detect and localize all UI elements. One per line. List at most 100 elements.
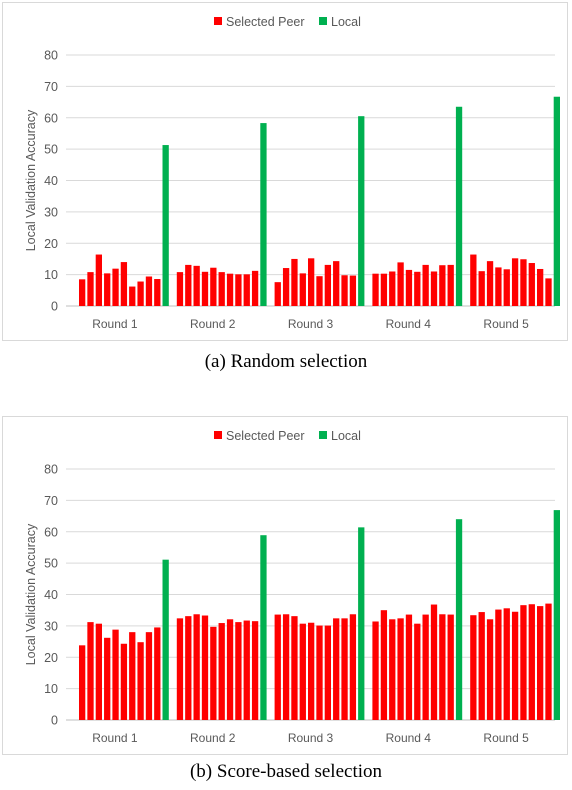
legend-label-local: Local bbox=[331, 429, 361, 443]
bar-selected-peer bbox=[218, 272, 225, 306]
x-tick-label: Round 2 bbox=[190, 731, 236, 745]
y-tick-label: 50 bbox=[44, 143, 58, 157]
bar-selected-peer bbox=[470, 254, 477, 306]
bar-selected-peer bbox=[274, 282, 281, 306]
bar-selected-peer bbox=[447, 614, 454, 720]
y-tick-label: 40 bbox=[44, 174, 58, 188]
bar-selected-peer bbox=[308, 622, 315, 720]
bar-selected-peer bbox=[299, 623, 306, 720]
bar-selected-peer bbox=[447, 264, 454, 306]
bar-selected-peer bbox=[380, 273, 388, 306]
bar-selected-peer bbox=[210, 626, 217, 720]
bar-selected-peer bbox=[87, 272, 94, 306]
y-tick-label: 70 bbox=[44, 494, 58, 508]
bar-selected-peer bbox=[79, 279, 86, 306]
bar-selected-peer bbox=[405, 614, 413, 720]
bar-selected-peer bbox=[193, 265, 200, 306]
bar-selected-peer bbox=[79, 645, 86, 720]
bar-selected-peer bbox=[486, 261, 494, 306]
bar-selected-peer bbox=[528, 263, 535, 306]
bar-selected-peer bbox=[478, 612, 485, 720]
legend-swatch-selected-peer bbox=[214, 17, 222, 25]
bar-selected-peer bbox=[511, 258, 519, 306]
bar-local bbox=[260, 123, 267, 307]
bar-selected-peer bbox=[414, 623, 421, 720]
bar-selected-peer bbox=[308, 258, 315, 306]
chart-panel-score-based: Selected Peer Local 0 10 20 30 40 50 60 70 80 Local… bbox=[0, 414, 572, 790]
bar-selected-peer bbox=[154, 627, 161, 720]
bar-selected-peer bbox=[291, 616, 298, 720]
bar-selected-peer bbox=[372, 273, 379, 306]
bar-selected-peer bbox=[470, 615, 477, 720]
bar-selected-peer bbox=[341, 618, 348, 720]
bar-selected-peer bbox=[537, 606, 544, 720]
bar-selected-peer bbox=[282, 268, 290, 306]
y-axis-label: Local Validation Accuracy bbox=[24, 523, 38, 665]
bar-local bbox=[162, 559, 169, 720]
chart-frame bbox=[2, 2, 568, 341]
bar-selected-peer bbox=[176, 618, 184, 720]
bar-selected-peer bbox=[235, 622, 242, 720]
bar-selected-peer bbox=[95, 254, 102, 306]
y-tick-label: 0 bbox=[51, 714, 58, 728]
y-tick-label: 10 bbox=[44, 268, 58, 282]
bar-local bbox=[455, 519, 463, 720]
legend-label-selected-peer: Selected Peer bbox=[226, 429, 305, 443]
bar-selected-peer bbox=[316, 625, 323, 720]
x-tick-label: Round 5 bbox=[483, 731, 529, 745]
chart-caption: (b) Score-based selection bbox=[189, 761, 383, 782]
x-tick-label: Round 3 bbox=[288, 731, 334, 745]
bar-selected-peer bbox=[316, 276, 323, 306]
bar-local bbox=[455, 106, 463, 306]
bar-selected-peer bbox=[341, 275, 348, 306]
bar-selected-peer bbox=[520, 259, 527, 306]
bar-selected-peer bbox=[112, 629, 119, 720]
bar-selected-peer bbox=[243, 620, 250, 720]
bar-selected-peer bbox=[349, 614, 357, 720]
bar-selected-peer bbox=[503, 269, 510, 306]
y-axis-label: Local Validation Accuracy bbox=[24, 109, 38, 251]
bar-local bbox=[553, 510, 560, 720]
legend-swatch-selected-peer bbox=[214, 431, 222, 439]
bar-selected-peer bbox=[193, 614, 200, 720]
bar-selected-peer bbox=[495, 609, 502, 720]
bar-selected-peer bbox=[226, 619, 234, 720]
bar-selected-peer bbox=[511, 611, 519, 720]
bar-selected-peer bbox=[282, 614, 290, 720]
y-tick-label: 0 bbox=[51, 300, 58, 314]
bar-selected-peer bbox=[545, 603, 552, 720]
bar-selected-peer bbox=[439, 265, 446, 306]
y-tick-label: 10 bbox=[44, 682, 58, 696]
bar-selected-peer bbox=[218, 623, 225, 720]
bar-selected-peer bbox=[349, 275, 357, 306]
bar-local bbox=[358, 116, 365, 307]
bar-selected-peer bbox=[389, 619, 396, 720]
bar-selected-peer bbox=[145, 632, 153, 720]
chart-frame bbox=[2, 416, 568, 755]
bar-selected-peer bbox=[397, 262, 404, 306]
bar-selected-peer bbox=[210, 267, 217, 306]
legend-swatch-local bbox=[319, 17, 327, 25]
bar-selected-peer bbox=[503, 608, 510, 720]
bar-selected-peer bbox=[120, 643, 128, 720]
y-tick-label: 60 bbox=[44, 525, 58, 539]
bar-selected-peer bbox=[185, 616, 192, 720]
bar-selected-peer bbox=[439, 614, 446, 720]
bar-selected-peer bbox=[137, 281, 144, 306]
bar-selected-peer bbox=[520, 605, 527, 720]
bar-selected-peer bbox=[430, 271, 438, 306]
bar-selected-peer bbox=[333, 261, 340, 306]
legend-swatch-local bbox=[319, 431, 327, 439]
bar-selected-peer bbox=[154, 279, 161, 306]
y-tick-label: 80 bbox=[44, 49, 58, 63]
y-tick-label: 30 bbox=[44, 619, 58, 633]
bar-selected-peer bbox=[528, 604, 535, 720]
bar-selected-peer bbox=[495, 267, 502, 306]
bar-selected-peer bbox=[324, 264, 331, 306]
bar-selected-peer bbox=[120, 262, 128, 306]
y-tick-label: 70 bbox=[44, 80, 58, 94]
bar-selected-peer bbox=[185, 264, 192, 306]
x-tick-label: Round 2 bbox=[190, 317, 236, 331]
bar-selected-peer bbox=[478, 271, 485, 306]
bar-selected-peer bbox=[137, 642, 144, 720]
